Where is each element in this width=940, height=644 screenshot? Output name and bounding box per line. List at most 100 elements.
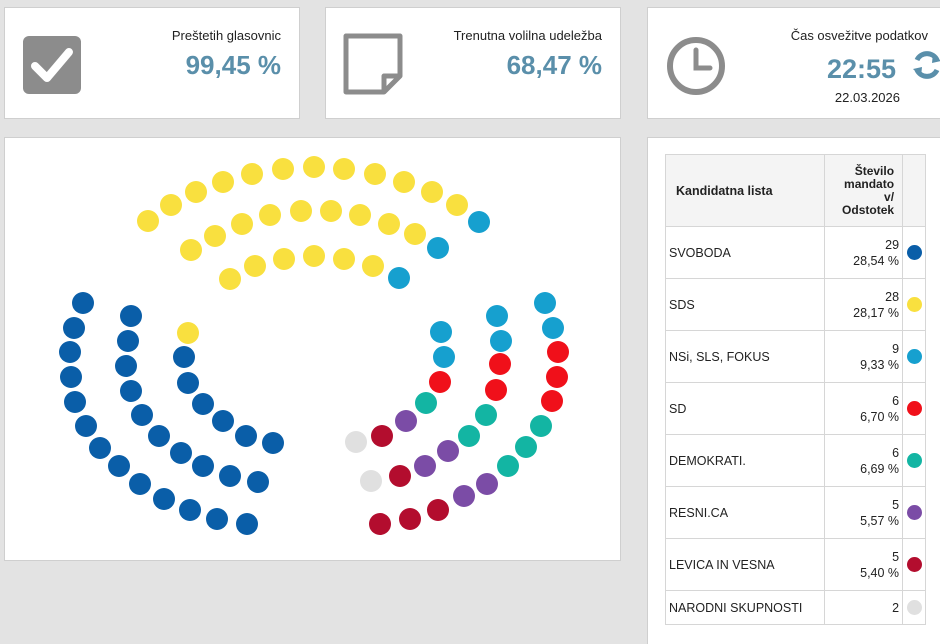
checkmark-icon <box>23 36 81 94</box>
seat-dot <box>547 341 569 363</box>
seat-dot <box>378 213 400 235</box>
table-row: SVOBODA 29 28,54 % <box>664 226 926 279</box>
results-table-panel: Kandidatna lista Število mandato v/ Odst… <box>647 137 940 644</box>
seat-dot <box>534 292 556 314</box>
party-seats: 6 <box>892 445 900 460</box>
table-row: LEVICA IN VESNA 5 5,40 % <box>664 538 926 591</box>
seat-dot <box>389 465 411 487</box>
party-seats: 5 <box>892 497 900 512</box>
party-percent: 5,40 % <box>860 565 900 580</box>
party-percent: 9,33 % <box>860 357 900 372</box>
seat-dot <box>59 341 81 363</box>
party-color-cell <box>902 590 926 625</box>
seat-dot <box>120 305 142 327</box>
table-row: NARODNI SKUPNOSTI 2 <box>664 590 926 625</box>
seat-dot <box>393 171 415 193</box>
seat-dot <box>177 372 199 394</box>
seat-dot <box>349 204 371 226</box>
refresh-icon[interactable] <box>910 48 940 82</box>
seat-dot <box>458 425 480 447</box>
seat-dot <box>115 355 137 377</box>
party-color-cell <box>902 434 926 487</box>
party-seats: 29 <box>885 237 900 252</box>
seat-dot <box>437 440 459 462</box>
seat-dot <box>60 366 82 388</box>
seat-hemicycle-chart <box>59 156 569 535</box>
party-color-cell <box>902 538 926 591</box>
table-row: NSi, SLS, FOKUS 9 9,33 % <box>664 330 926 383</box>
party-percent: 28,54 % <box>853 253 900 268</box>
seat-dot <box>244 255 266 277</box>
party-color-dot <box>906 557 922 573</box>
seat-dot <box>120 380 142 402</box>
party-seats: 6 <box>892 393 900 408</box>
party-seats-percent: 5 5,57 % <box>824 486 904 539</box>
ballots-counted-label: Preštetih glasovnic <box>171 28 281 43</box>
seat-dot <box>247 471 269 493</box>
seat-dot <box>63 317 85 339</box>
party-seats: 28 <box>885 289 900 304</box>
seat-dot <box>320 200 342 222</box>
seat-dot <box>129 473 151 495</box>
party-percent: 5,57 % <box>860 513 900 528</box>
seat-dot <box>490 330 512 352</box>
party-name: NSi, SLS, FOKUS <box>664 330 826 383</box>
party-seats-percent: 6 6,70 % <box>824 382 904 435</box>
seat-dot <box>453 485 475 507</box>
seat-dot <box>399 508 421 530</box>
party-percent: 6,70 % <box>860 409 900 424</box>
seat-dot <box>333 248 355 270</box>
seat-dot <box>446 194 468 216</box>
seat-dot <box>204 225 226 247</box>
seat-dot <box>177 322 199 344</box>
party-color-dot <box>906 505 922 521</box>
turnout-card: Trenutna volilna udeležba 68,47 % <box>325 7 621 119</box>
seat-dot <box>241 163 263 185</box>
party-color-dot <box>906 245 922 261</box>
seat-dot <box>404 223 426 245</box>
seat-dot <box>303 245 325 267</box>
refresh-time-card: Čas osvežitve podatkov 22:55 22.03.2026 <box>647 7 940 119</box>
party-color-dot <box>906 453 922 469</box>
seat-hemicycle-panel <box>4 137 621 561</box>
seat-dot <box>485 379 507 401</box>
table-row: DEMOKRATI. 6 6,69 % <box>664 434 926 487</box>
seat-dot <box>231 213 253 235</box>
clock-icon <box>667 37 725 95</box>
seat-dot <box>421 181 443 203</box>
seat-dot <box>64 391 86 413</box>
party-seats-percent: 6 6,69 % <box>824 434 904 487</box>
party-name: NARODNI SKUPNOSTI <box>664 590 826 625</box>
party-color-cell <box>902 382 926 435</box>
seat-dot <box>273 248 295 270</box>
seat-dot <box>192 455 214 477</box>
seat-dot <box>173 346 195 368</box>
party-name: LEVICA IN VESNA <box>664 538 826 591</box>
seat-dot <box>108 455 130 477</box>
seat-dot <box>179 499 201 521</box>
party-name: DEMOKRATI. <box>664 434 826 487</box>
seat-dot <box>497 455 519 477</box>
seat-dot <box>212 171 234 193</box>
seat-dot <box>262 432 284 454</box>
seat-dot <box>236 513 258 535</box>
turnout-label: Trenutna volilna udeležba <box>453 28 602 43</box>
seat-dot <box>290 200 312 222</box>
seat-dot <box>75 415 97 437</box>
column-header-list: Kandidatna lista <box>664 154 826 227</box>
ballots-counted-card: Preštetih glasovnic 99,45 % <box>4 7 300 119</box>
seat-dot <box>192 393 214 415</box>
refresh-time-value: 22:55 <box>826 54 896 84</box>
seat-dot <box>429 371 451 393</box>
seat-dot <box>468 211 490 233</box>
seat-dot <box>206 508 228 530</box>
seat-dot <box>414 455 436 477</box>
party-seats-percent: 2 <box>824 590 904 625</box>
party-seats: 2 <box>892 600 900 615</box>
seat-dot <box>333 158 355 180</box>
party-color-cell <box>902 486 926 539</box>
seat-dot <box>235 425 257 447</box>
seat-dot <box>476 473 498 495</box>
seat-dot <box>148 425 170 447</box>
seat-dot <box>489 353 511 375</box>
